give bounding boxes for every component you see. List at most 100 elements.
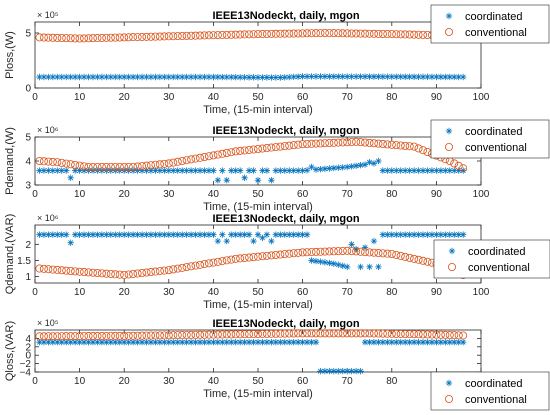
- data-point: [222, 148, 231, 157]
- legend-label: coordinated: [465, 126, 523, 138]
- data-point: [120, 331, 129, 340]
- data-point: [245, 231, 253, 238]
- data-point: [320, 28, 329, 37]
- data-point: [393, 338, 400, 346]
- data-point: [236, 338, 244, 346]
- data-point: [178, 263, 187, 272]
- data-point: [134, 338, 141, 346]
- data-point: [329, 247, 338, 256]
- data-point: [75, 161, 84, 170]
- legend-box: [433, 239, 550, 279]
- data-point: [387, 249, 396, 258]
- data-point: [361, 329, 370, 338]
- panel-1: 0 10 20 30 40 50 60 70 80 90 100 0 5 × 10⁵ IEEE13Nodec…: [4, 4, 550, 116]
- data-point: [75, 34, 84, 43]
- data-point: [423, 257, 432, 266]
- data-point: [129, 33, 138, 42]
- data-point: [459, 338, 467, 346]
- data-point: [268, 237, 275, 245]
- data-point: [155, 160, 164, 169]
- data-point: [160, 266, 169, 275]
- data-point: [219, 338, 226, 346]
- data-point: [451, 338, 458, 346]
- data-point: [414, 30, 423, 39]
- data-point: [258, 144, 267, 153]
- data-point: [276, 142, 285, 151]
- data-point: [187, 231, 195, 238]
- data-point: [445, 331, 454, 340]
- legend-box: [430, 371, 550, 411]
- data-point: [218, 257, 227, 266]
- data-point: [262, 29, 271, 38]
- y-tick-label: 3: [25, 181, 31, 192]
- data-point: [280, 250, 289, 259]
- data-point: [169, 158, 178, 167]
- data-point: [97, 33, 106, 42]
- legend-box: [430, 4, 550, 44]
- data-point: [419, 256, 428, 265]
- data-point: [263, 167, 271, 174]
- data-point: [67, 174, 74, 181]
- y-tick-label: 1: [25, 272, 31, 283]
- data-point: [312, 73, 320, 80]
- y-tick-label: 2: [25, 240, 31, 251]
- data-point: [80, 34, 89, 43]
- chart-title: IEEE13Nodeckt, daily, mgon: [212, 213, 359, 225]
- data-point: [294, 140, 303, 149]
- data-point: [240, 330, 249, 339]
- data-point: [271, 29, 280, 38]
- data-point: [365, 248, 374, 257]
- data-point: [329, 138, 338, 147]
- data-point: [219, 73, 226, 81]
- data-point: [414, 255, 423, 264]
- data-point: [44, 332, 53, 341]
- legend-marker: [444, 142, 453, 151]
- x-tick-label: 40: [208, 376, 220, 387]
- data-point: [84, 162, 93, 171]
- y-axis-label: Pdemand,(W): [4, 127, 16, 195]
- data-point: [454, 331, 463, 340]
- data-point: [450, 159, 459, 168]
- data-point: [35, 33, 44, 42]
- data-point: [343, 138, 352, 147]
- data-point: [285, 141, 294, 150]
- data-point: [75, 267, 84, 276]
- data-point: [339, 262, 346, 270]
- data-point: [317, 258, 324, 265]
- data-point: [57, 158, 66, 167]
- data-point: [129, 269, 138, 278]
- data-point: [424, 231, 431, 238]
- data-point: [370, 73, 378, 80]
- data-point: [347, 329, 356, 338]
- data-point: [396, 141, 405, 150]
- data-point: [209, 31, 218, 40]
- data-point: [88, 34, 97, 43]
- x-axis-label: Time, (15-min interval): [203, 201, 313, 213]
- data-point: [259, 234, 266, 242]
- data-point: [286, 338, 293, 346]
- data-point: [111, 162, 120, 171]
- data-point: [45, 231, 52, 238]
- x-tick-label: 100: [473, 92, 490, 103]
- data-point: [245, 330, 254, 339]
- data-point: [258, 252, 267, 261]
- data-point: [253, 252, 262, 261]
- data-point: [289, 249, 298, 258]
- y-tick-label: 5: [25, 29, 31, 40]
- data-point: [209, 258, 218, 267]
- data-point: [236, 330, 245, 339]
- data-point: [146, 32, 155, 41]
- data-point: [39, 264, 48, 273]
- data-point: [316, 29, 325, 38]
- data-point: [348, 241, 355, 248]
- data-point: [388, 338, 395, 346]
- data-point: [71, 332, 80, 341]
- data-point: [316, 247, 325, 256]
- data-point: [231, 30, 240, 39]
- data-point: [138, 32, 147, 41]
- data-point: [39, 157, 48, 166]
- data-point: [103, 231, 110, 238]
- data-point: [267, 29, 276, 38]
- data-point: [169, 265, 178, 274]
